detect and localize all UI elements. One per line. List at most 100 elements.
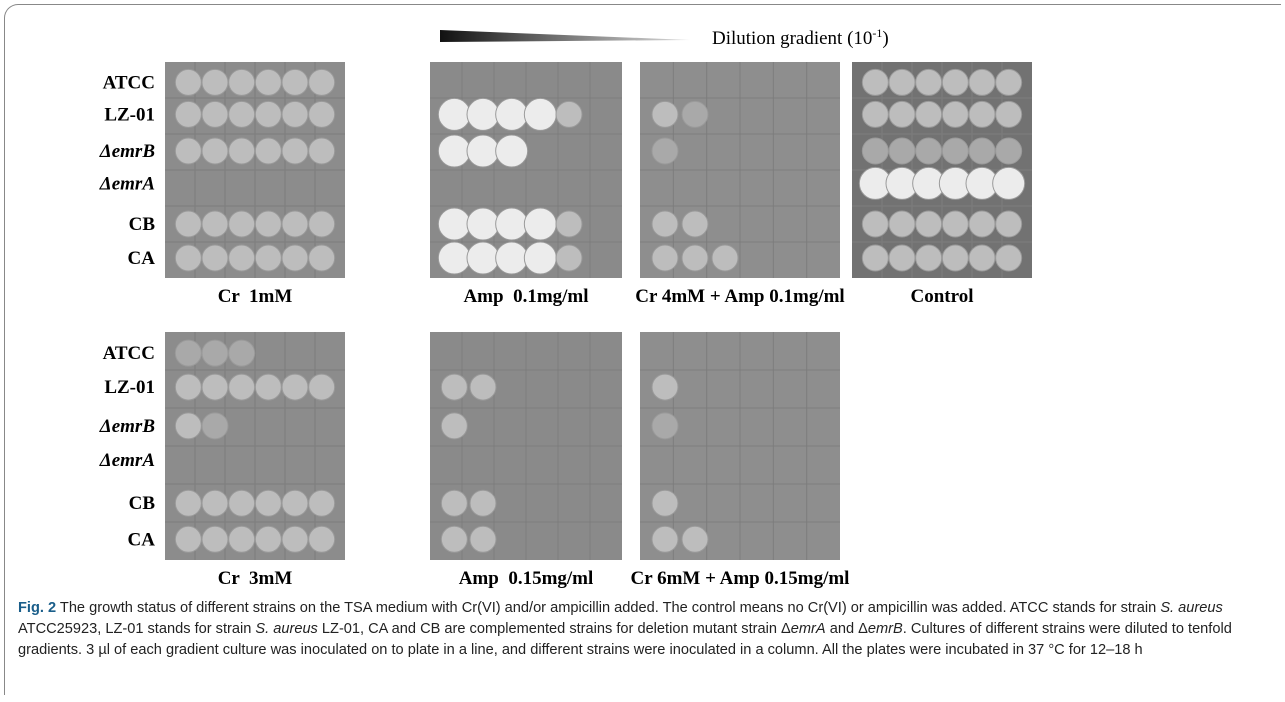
caption-text: S. aureus [1160, 600, 1222, 616]
colony [889, 138, 915, 164]
colony [202, 526, 228, 552]
colony [496, 208, 528, 240]
gradient-label: Dilution gradient (10-1) [712, 26, 889, 49]
colony [255, 69, 281, 95]
colony [524, 242, 556, 274]
colony [889, 245, 915, 271]
colony [282, 526, 308, 552]
colony [175, 101, 201, 127]
colony [255, 211, 281, 237]
colony [942, 138, 968, 164]
colony [712, 245, 738, 271]
plate-label: Control [911, 286, 974, 307]
colony [202, 69, 228, 95]
caption-text: emrA [791, 621, 826, 637]
colony [282, 490, 308, 516]
strain-label: CA [128, 248, 156, 269]
colony [652, 526, 678, 552]
colony [441, 490, 467, 516]
colony [467, 242, 499, 274]
colony [175, 211, 201, 237]
strain-label: ΔemrB [99, 141, 155, 162]
caption-text: S. aureus [255, 621, 317, 637]
colony [282, 211, 308, 237]
colony [438, 208, 470, 240]
colony [524, 208, 556, 240]
colony [309, 526, 335, 552]
colony [556, 101, 582, 127]
colony [889, 211, 915, 237]
colony [255, 374, 281, 400]
plate-label: Cr 6mM + Amp 0.15mg/ml [631, 568, 850, 589]
colony [889, 101, 915, 127]
colony [309, 101, 335, 127]
colony [229, 245, 255, 271]
plate-label: Amp 0.1mg/ml [463, 286, 588, 307]
colony [175, 245, 201, 271]
colony [682, 211, 708, 237]
colony [255, 526, 281, 552]
strain-label: ΔemrB [99, 416, 155, 437]
colony [652, 245, 678, 271]
colony [309, 69, 335, 95]
page: Dilution gradient (10-1) Cr 1mMAmp 0.1mg… [0, 0, 1285, 702]
colony [229, 526, 255, 552]
colony [969, 245, 995, 271]
colony [202, 374, 228, 400]
colony [175, 138, 201, 164]
strain-label: LZ-01 [104, 104, 155, 125]
colony [255, 490, 281, 516]
colony [993, 167, 1025, 199]
strain-label: ATCC [103, 343, 155, 364]
colony [652, 101, 678, 127]
colony [229, 340, 255, 366]
colony [916, 211, 942, 237]
plate-label: Amp 0.15mg/ml [459, 568, 594, 589]
colony [916, 69, 942, 95]
colony [229, 69, 255, 95]
colony [862, 101, 888, 127]
colony [524, 98, 556, 130]
colony [309, 211, 335, 237]
colony [282, 374, 308, 400]
colony [862, 138, 888, 164]
strain-label: ΔemrA [99, 173, 155, 194]
colony [862, 69, 888, 95]
colony [942, 245, 968, 271]
colony [175, 490, 201, 516]
colony [229, 101, 255, 127]
strain-label: ATCC [103, 72, 155, 93]
strain-label: CA [128, 529, 156, 550]
colony [969, 138, 995, 164]
colony [996, 245, 1022, 271]
colony [467, 208, 499, 240]
colony [682, 101, 708, 127]
colony [255, 138, 281, 164]
colony [202, 413, 228, 439]
colony [255, 101, 281, 127]
colony [496, 98, 528, 130]
colony [255, 245, 281, 271]
colony [202, 340, 228, 366]
colony [202, 211, 228, 237]
colony [916, 101, 942, 127]
caption-text: and Δ [826, 621, 868, 637]
colony [438, 242, 470, 274]
colony [282, 245, 308, 271]
colony [996, 211, 1022, 237]
strain-label: CB [129, 493, 156, 514]
colony [202, 245, 228, 271]
colony [229, 138, 255, 164]
gradient-wedge [440, 30, 690, 42]
colony [470, 526, 496, 552]
colony [942, 69, 968, 95]
colony [652, 490, 678, 516]
colony [282, 101, 308, 127]
colony [996, 101, 1022, 127]
colony [996, 138, 1022, 164]
strain-label: CB [129, 214, 156, 235]
colony [682, 245, 708, 271]
colony [862, 245, 888, 271]
colony [652, 211, 678, 237]
